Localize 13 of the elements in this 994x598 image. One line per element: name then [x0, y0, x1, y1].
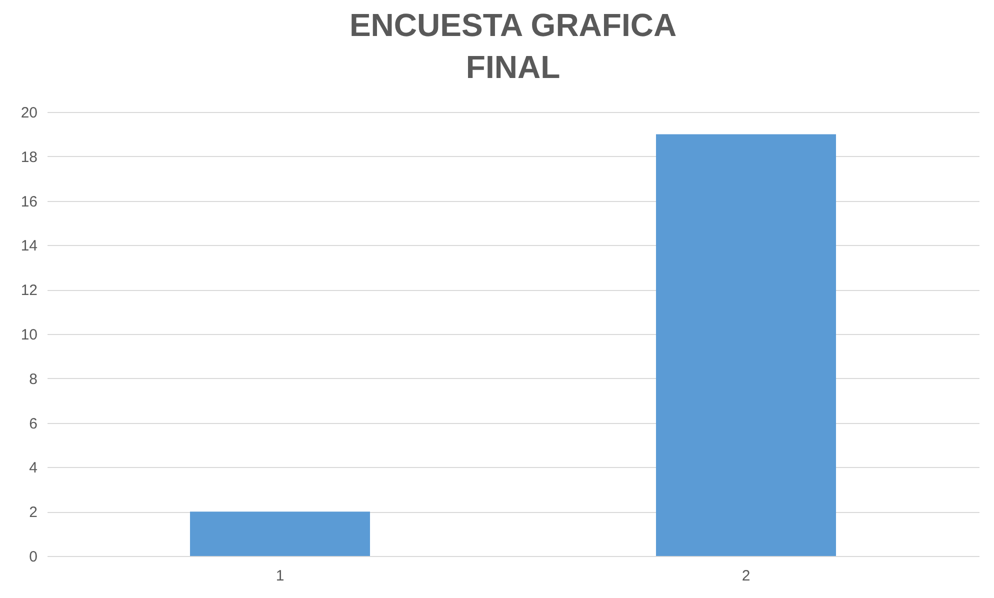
y-tick-label: 8	[29, 370, 38, 388]
y-tick-label: 2	[29, 504, 38, 522]
y-tick-label: 14	[20, 238, 38, 255]
y-tick-label: 20	[20, 104, 38, 122]
y-tick-label: 0	[29, 548, 38, 566]
y-tick-label: 10	[20, 326, 38, 344]
y-tick-label: 16	[20, 193, 38, 210]
y-tick-label: 6	[29, 415, 38, 432]
y-tick-label: 18	[20, 148, 38, 166]
chart-title: ENCUESTA GRAFICA FINAL	[349, 7, 677, 85]
y-tick-label: 4	[29, 460, 38, 477]
y-tick-label: 12	[20, 282, 38, 300]
x-tick-label: 1	[276, 568, 284, 584]
